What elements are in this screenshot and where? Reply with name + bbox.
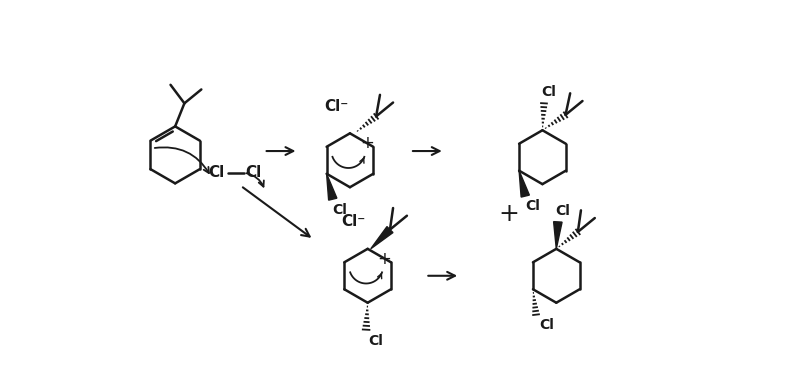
Text: Cl⁻: Cl⁻ xyxy=(342,214,366,229)
Text: Cl: Cl xyxy=(332,203,347,217)
Polygon shape xyxy=(519,171,530,197)
Text: Cl: Cl xyxy=(541,85,556,99)
Text: Cl: Cl xyxy=(526,199,540,213)
Text: Cl: Cl xyxy=(209,165,225,180)
Text: +: + xyxy=(498,202,519,226)
Text: Cl: Cl xyxy=(539,318,554,332)
Text: Cl⁻: Cl⁻ xyxy=(324,99,348,114)
Polygon shape xyxy=(326,174,337,200)
Text: Cl: Cl xyxy=(368,334,382,348)
Text: Cl: Cl xyxy=(555,204,570,218)
Polygon shape xyxy=(370,227,393,249)
Text: +: + xyxy=(378,250,391,268)
Text: +: + xyxy=(360,134,374,152)
Polygon shape xyxy=(554,222,562,249)
Text: Cl: Cl xyxy=(245,165,261,180)
